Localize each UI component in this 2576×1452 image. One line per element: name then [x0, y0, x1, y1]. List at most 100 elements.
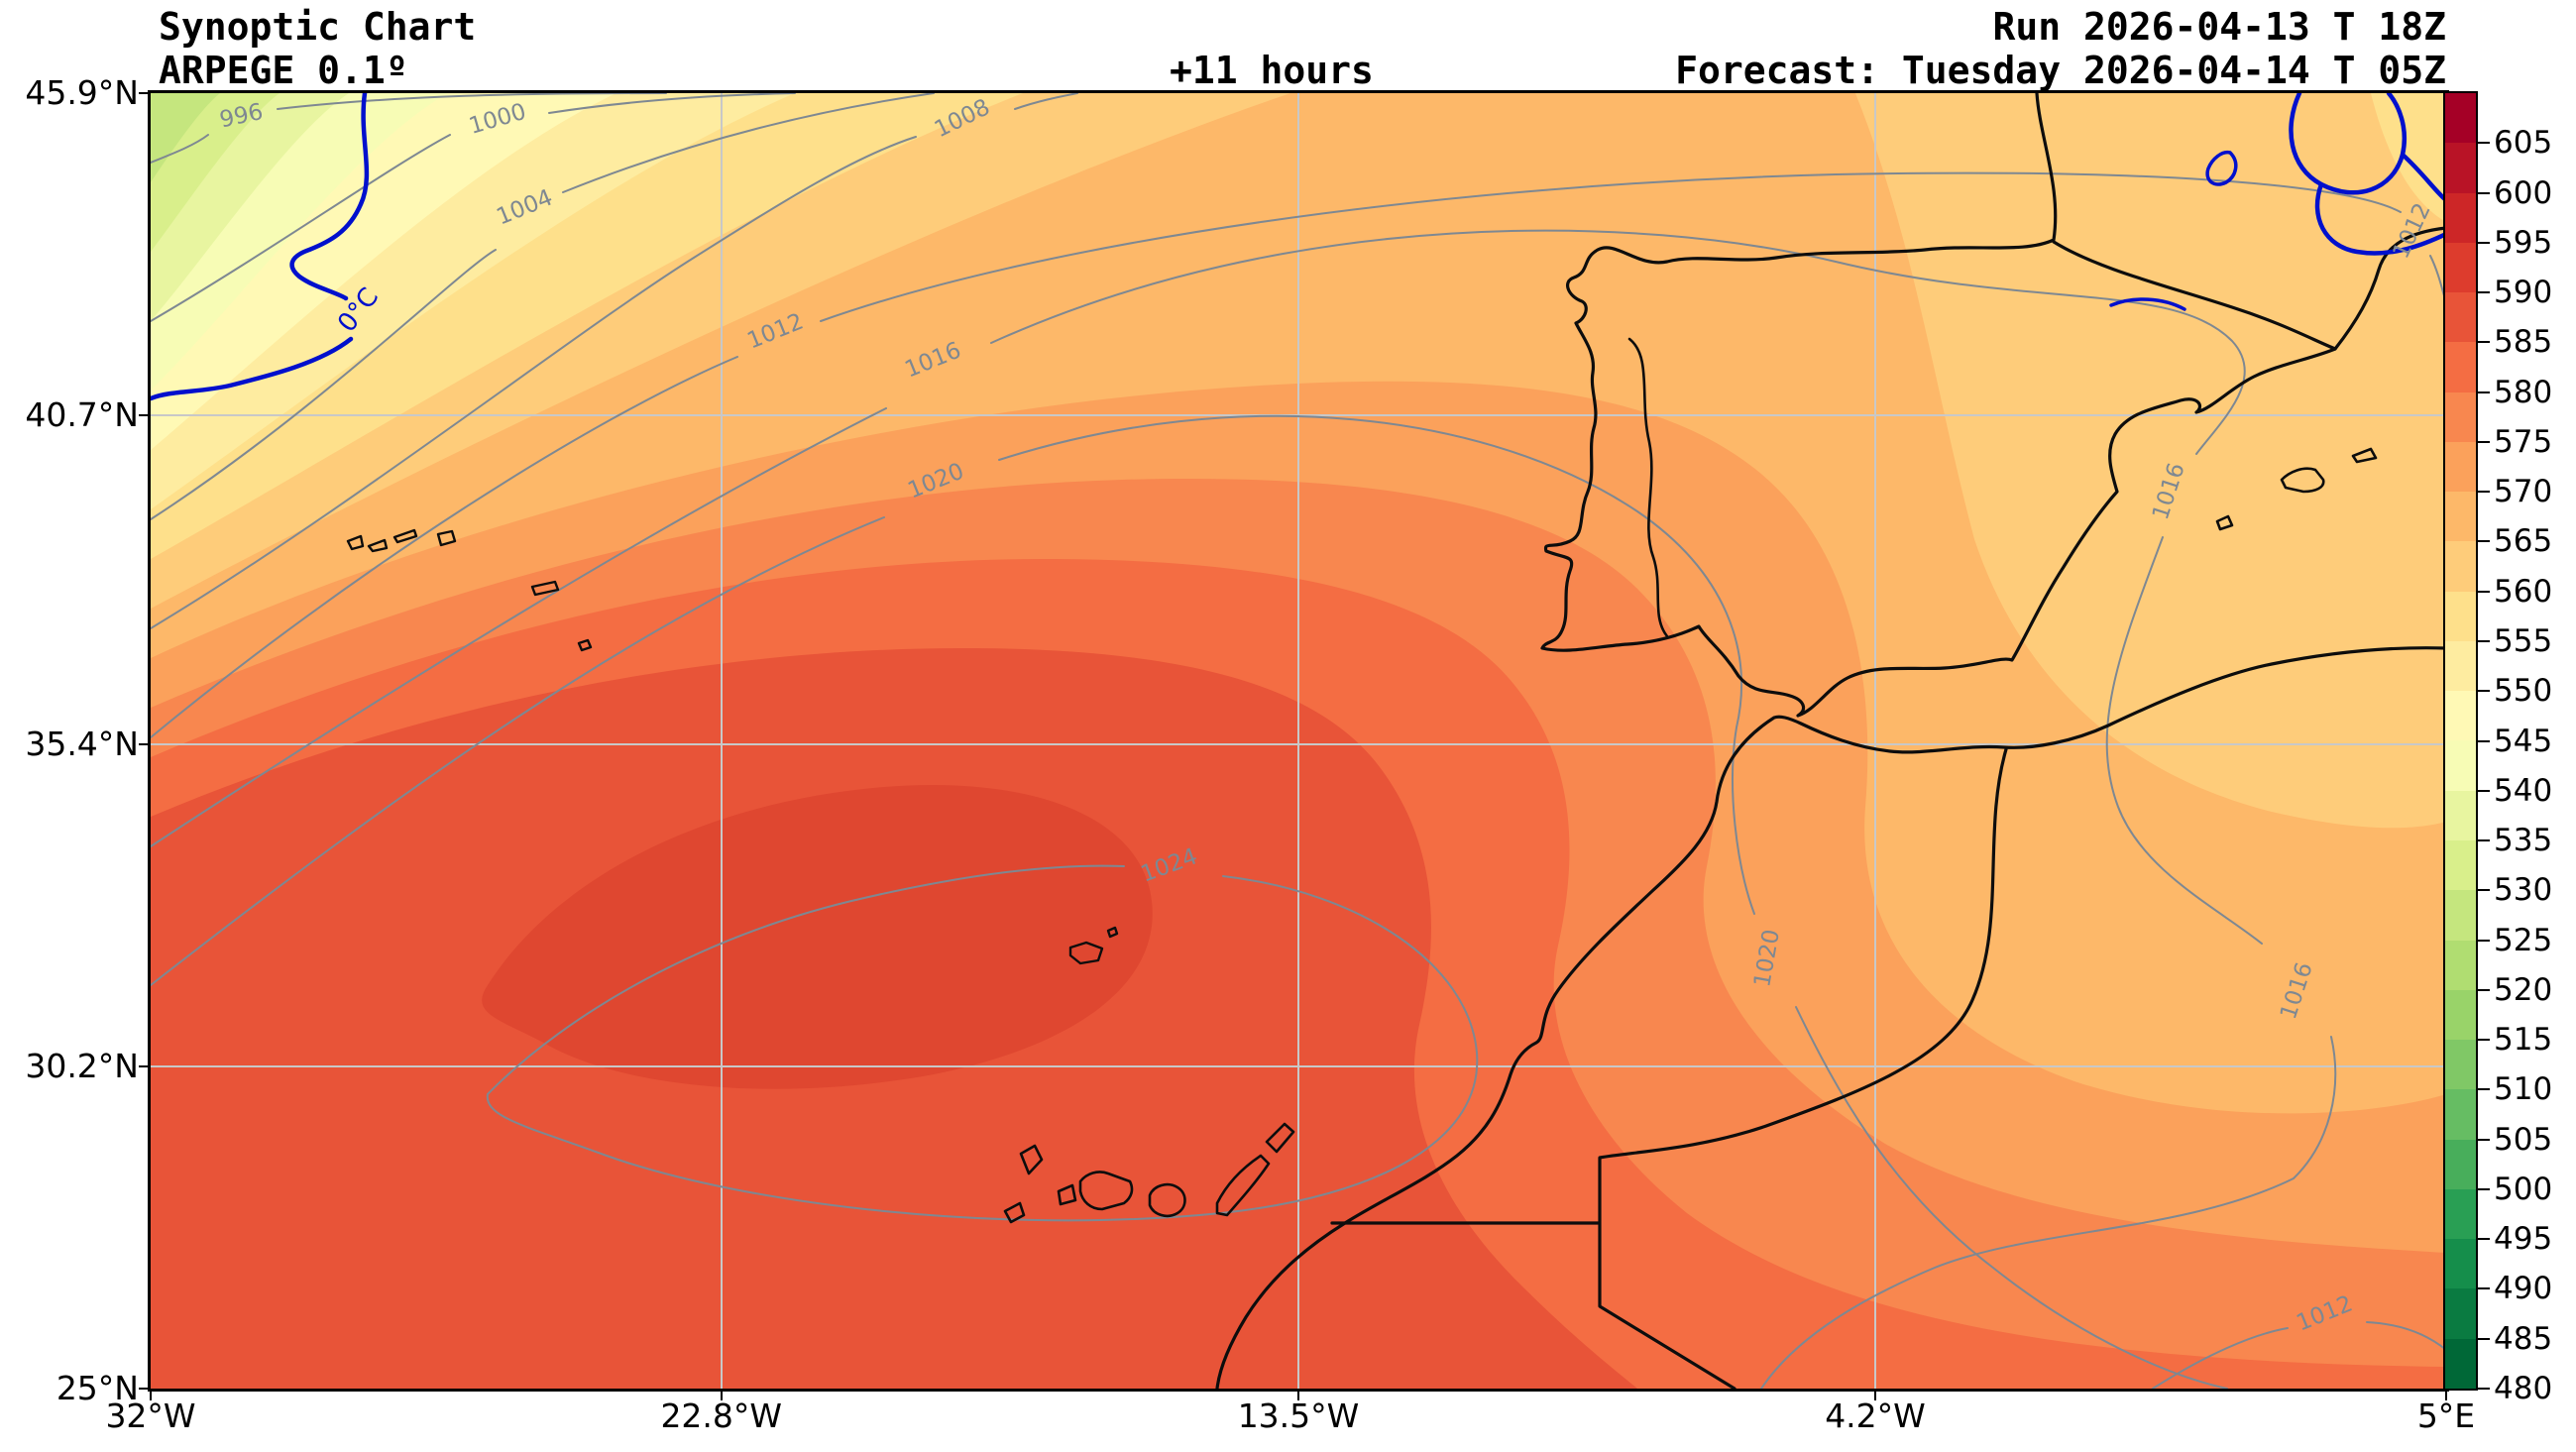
- colorbar-tick-mark: [2477, 1238, 2490, 1241]
- colorbar-segment: [2445, 890, 2476, 941]
- colorbar-tick-label: 550: [2494, 673, 2553, 710]
- colorbar-tick-label: 520: [2494, 971, 2553, 1008]
- colorbar-segment: [2445, 143, 2476, 193]
- colorbar-segment: [2445, 391, 2476, 442]
- balearic-islands: [2215, 447, 2378, 531]
- weather-map: 996 1000100410081012101610201024102010161…: [151, 93, 2446, 1389]
- azores-islands: [346, 528, 593, 652]
- iberia-france-coast: [1540, 93, 2446, 718]
- colorbar-segment: [2445, 1288, 2476, 1339]
- y-tick-mark: [139, 743, 151, 746]
- colorbar-segment: [2445, 940, 2476, 990]
- colorbar-tick-mark: [2477, 540, 2490, 543]
- colorbar-tick-mark: [2477, 191, 2490, 194]
- coastlines: [346, 93, 2446, 1389]
- colorbar-segment: [2445, 989, 2476, 1041]
- colorbar-tick-mark: [2477, 1337, 2490, 1340]
- colorbar-tick-mark: [2477, 739, 2490, 742]
- colorbar-segment: [2445, 242, 2476, 293]
- colorbar-segment: [2445, 591, 2476, 641]
- y-tick-mark: [139, 1388, 151, 1390]
- colorbar-tick-mark: [2477, 440, 2490, 443]
- colorbar-tick-label: 585: [2494, 324, 2553, 361]
- colorbar-tick-label: 510: [2494, 1071, 2553, 1108]
- y-tick-label: 45.9°N: [25, 73, 139, 112]
- model-subtitle: ARPEGE 0.1º: [159, 49, 408, 92]
- colorbar-tick-label: 575: [2494, 423, 2553, 460]
- y-tick-mark: [139, 414, 151, 417]
- colorbar-segment: [2445, 292, 2476, 343]
- colorbar-tick-label: 515: [2494, 1022, 2553, 1059]
- colorbar-tick-mark: [2477, 988, 2490, 991]
- x-tick-mark: [720, 1389, 723, 1400]
- colorbar-tick-mark: [2477, 789, 2490, 792]
- run-timestamp: Run 2026-04-13 T 18Z: [1992, 5, 2446, 49]
- colorbar-tick-mark: [2477, 939, 2490, 942]
- x-tick-label: 4.2°W: [1825, 1396, 1926, 1435]
- colorbar-segment: [2445, 1239, 2476, 1289]
- colorbar-tick-mark: [2477, 1138, 2490, 1141]
- colorbar-tick-mark: [2477, 889, 2490, 892]
- pyrenees-border: [2052, 240, 2337, 351]
- y-tick-label: 35.4°N: [25, 725, 139, 764]
- colorbar-tick-mark: [2477, 142, 2490, 145]
- colorbar-tick-mark: [2477, 1088, 2490, 1091]
- colorbar-tick-mark: [2477, 391, 2490, 393]
- colorbar-tick-label: 545: [2494, 723, 2553, 759]
- x-tick-label: 22.8°W: [660, 1396, 783, 1435]
- colorbar-segment: [2445, 93, 2476, 144]
- isobar-contours: [151, 93, 2446, 1389]
- y-tick-mark: [139, 1064, 151, 1067]
- colorbar-segment: [2445, 1139, 2476, 1189]
- grid-lines: [151, 93, 2446, 1389]
- colorbar-tick-label: 485: [2494, 1320, 2553, 1357]
- map-plot-area: 996 1000 1004 1008 1012 1016 1020 1024 1020 1016 1…: [148, 90, 2449, 1392]
- colorbar-tick-label: 535: [2494, 823, 2553, 859]
- colorbar-tick-label: 525: [2494, 922, 2553, 958]
- colorbar-tick-mark: [2477, 1388, 2490, 1390]
- colorbar-segment: [2445, 541, 2476, 592]
- colorbar-tick-label: 580: [2494, 374, 2553, 410]
- x-tick-mark: [150, 1389, 152, 1400]
- y-tick-mark: [139, 92, 151, 94]
- colorbar-segment: [2445, 342, 2476, 392]
- colorbar-tick-label: 560: [2494, 573, 2553, 610]
- x-tick-mark: [1874, 1389, 1876, 1400]
- freezing-line: [151, 93, 2446, 401]
- portugal-spain-border: [1627, 337, 1669, 638]
- colorbar-tick-mark: [2477, 1039, 2490, 1042]
- colorbar-tick-label: 495: [2494, 1221, 2553, 1258]
- x-tick-label: 5°E: [2416, 1396, 2476, 1435]
- colorbar-segment: [2445, 192, 2476, 243]
- colorbar-segment: [2445, 1089, 2476, 1140]
- forecast-timestamp: Forecast: Tuesday 2026-04-14 T 05Z: [1675, 49, 2446, 92]
- colorbar-tick-mark: [2477, 241, 2490, 244]
- y-tick-label: 25°N: [56, 1369, 139, 1407]
- colorbar-tick-label: 490: [2494, 1271, 2553, 1307]
- colorbar: [2443, 91, 2478, 1391]
- colorbar-tick-label: 600: [2494, 174, 2553, 211]
- x-tick-label: 32°W: [105, 1396, 196, 1435]
- colorbar-tick-label: 570: [2494, 474, 2553, 510]
- colorbar-tick-label: 605: [2494, 125, 2553, 162]
- colorbar-tick-mark: [2477, 491, 2490, 494]
- colorbar-tick-mark: [2477, 341, 2490, 344]
- colorbar-tick-label: 590: [2494, 275, 2553, 311]
- africa-borders: [1330, 747, 2008, 1389]
- colorbar-segment: [2445, 1188, 2476, 1240]
- colorbar-tick-label: 565: [2494, 523, 2553, 560]
- colorbar-segment: [2445, 839, 2476, 891]
- colorbar-tick-label: 530: [2494, 872, 2553, 909]
- colorbar-tick-label: 480: [2494, 1371, 2553, 1406]
- colorbar-tick-label: 595: [2494, 224, 2553, 261]
- colorbar-segment: [2445, 691, 2476, 741]
- canary-islands: [1003, 1122, 1295, 1224]
- y-tick-label: 30.2°N: [25, 1046, 139, 1085]
- y-tick-label: 40.7°N: [25, 395, 139, 435]
- colorbar-segment: [2445, 640, 2476, 692]
- colorbar-segment: [2445, 1040, 2476, 1090]
- colorbar-segment: [2445, 740, 2476, 791]
- colorbar-tick-label: 500: [2494, 1171, 2553, 1207]
- colorbar-tick-mark: [2477, 590, 2490, 593]
